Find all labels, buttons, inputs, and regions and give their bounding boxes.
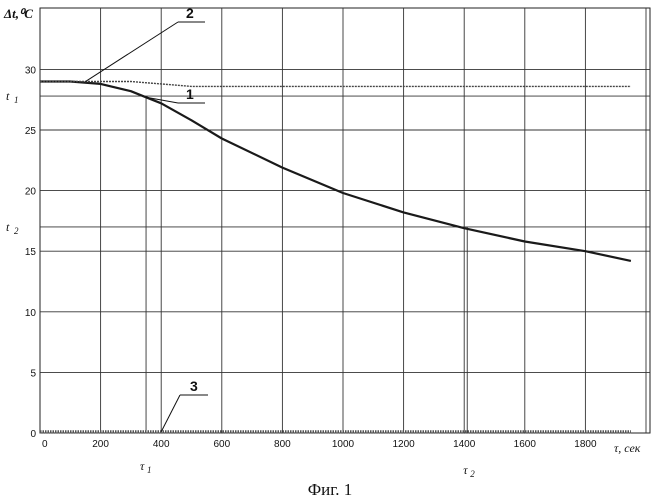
x-tick-label: 1800 [574, 439, 597, 450]
figure-caption: Фиг. 1 [308, 480, 353, 499]
t2-label: t [6, 220, 10, 234]
series-line-1 [40, 82, 631, 261]
series-1-number: 1 [186, 86, 194, 102]
t1-subscript: 1 [14, 95, 19, 105]
x-tick-label: 0 [42, 439, 48, 450]
x-tick-label: 1400 [453, 439, 476, 450]
series-line-2 [40, 82, 631, 87]
x-tick-label: 200 [92, 439, 109, 450]
t2-subscript: 2 [14, 226, 19, 236]
y-tick-label: 25 [25, 126, 37, 137]
tau2-label: τ [463, 463, 468, 477]
y-tick-label: 15 [25, 247, 37, 258]
series-2-leader [85, 22, 178, 82]
y-axis-label: Δt,⁰C [3, 6, 33, 21]
series-3-leader [161, 395, 180, 432]
t1-label: t [6, 89, 10, 103]
y-tick-label: 30 [25, 65, 37, 76]
y-tick-label: 5 [30, 368, 36, 379]
x-tick-label: 1000 [332, 439, 355, 450]
x-tick-label: 1200 [392, 439, 415, 450]
x-tick-label: 800 [274, 439, 291, 450]
tau2-subscript: 2 [470, 469, 475, 479]
x-tick-label: 1600 [514, 439, 537, 450]
y-tick-label: 20 [25, 187, 37, 198]
y-tick-label: 10 [25, 308, 37, 319]
series-3-number: 3 [190, 378, 198, 394]
x-tick-label: 600 [213, 439, 230, 450]
x-axis-unit-label: τ, сек [614, 441, 641, 455]
plot-frame [40, 8, 650, 433]
tau1-label: τ [140, 459, 145, 473]
series-2-number: 2 [186, 5, 194, 21]
y-tick-label: 0 [30, 429, 36, 440]
x-tick-label: 400 [153, 439, 170, 450]
tau1-subscript: 1 [147, 465, 152, 475]
